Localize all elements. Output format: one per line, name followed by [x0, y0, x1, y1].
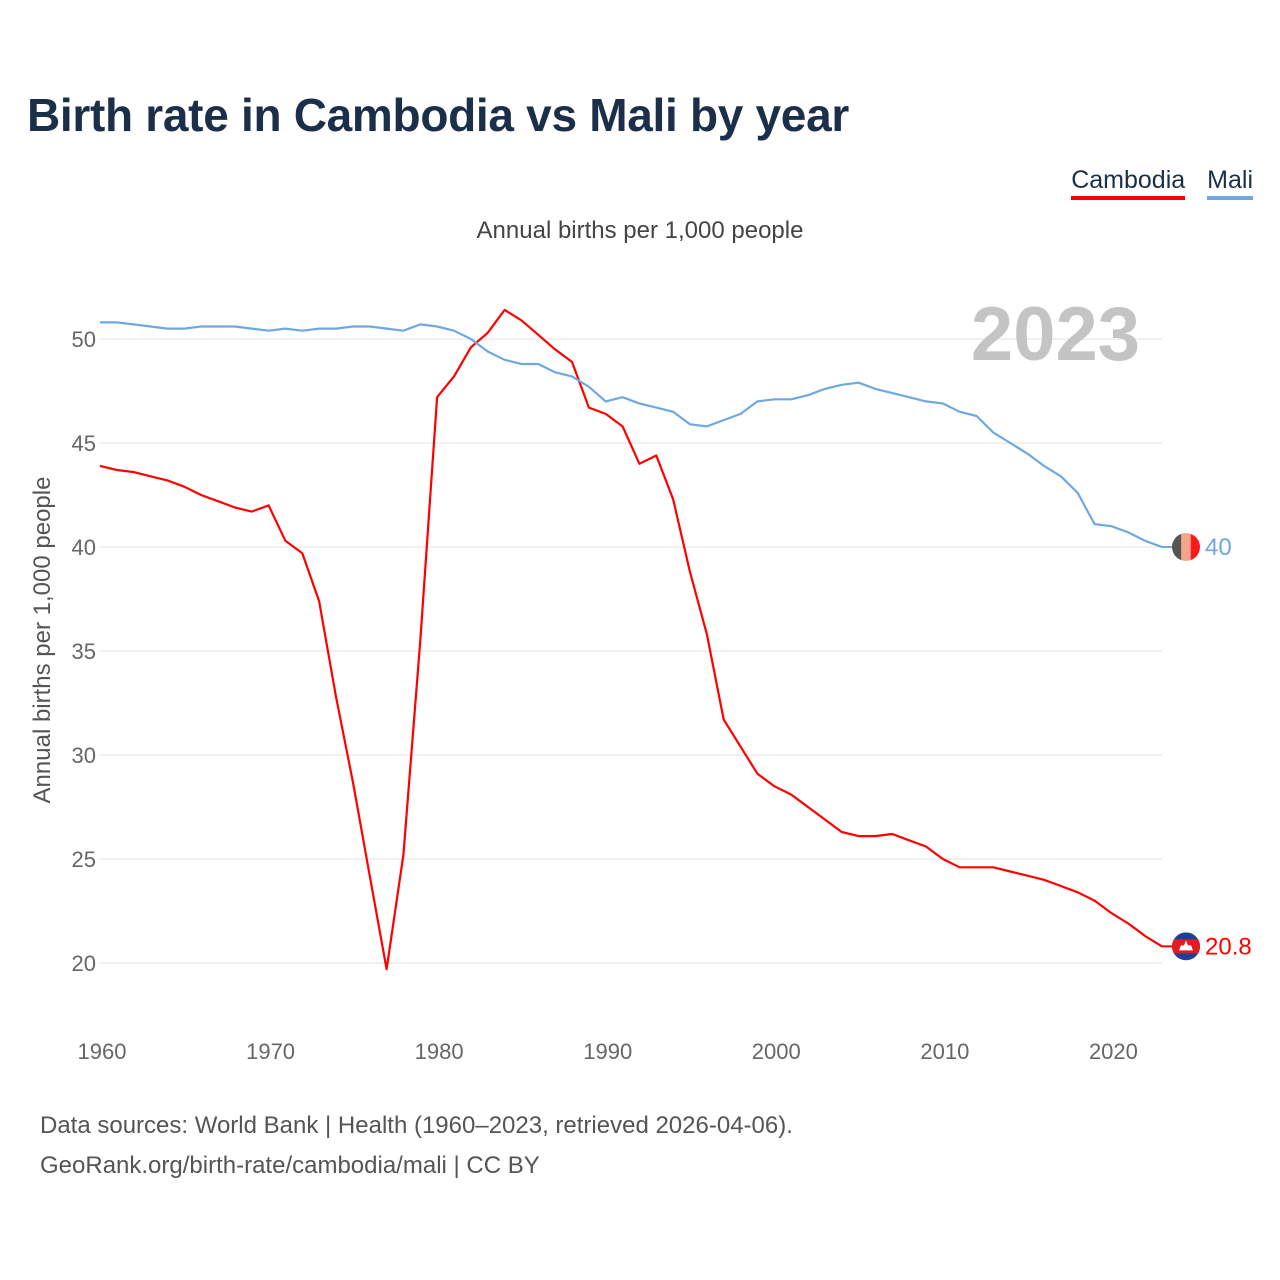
legend-item-mali[interactable]: Mali: [1207, 166, 1253, 200]
y-tick-label: 50: [72, 327, 96, 352]
y-tick-label: 20: [72, 951, 96, 976]
legend: Cambodia Mali: [1071, 166, 1253, 200]
y-axis-ticks: 20 25 30 35 40 45 50: [72, 327, 96, 976]
year-watermark: 2023: [971, 292, 1140, 377]
legend-item-cambodia[interactable]: Cambodia: [1071, 166, 1186, 200]
end-value-label-cambodia: 20.8: [1205, 933, 1252, 960]
x-tick-label: 1980: [415, 1039, 464, 1064]
footer-sources: Data sources: World Bank | Health (1960–…: [40, 1112, 793, 1139]
x-tick-label: 1960: [78, 1039, 127, 1064]
x-tick-label: 1970: [246, 1039, 295, 1064]
x-tick-label: 2020: [1089, 1039, 1138, 1064]
series-line-mali[interactable]: [100, 321, 1163, 549]
cambodia-flag-icon: [1172, 932, 1200, 961]
end-markers: 20.8 40: [1162, 533, 1252, 961]
y-axis-label: Annual births per 1,000 people: [29, 477, 56, 804]
series-lines: [99, 308, 1163, 971]
y-tick-label: 35: [72, 639, 96, 664]
y-tick-label: 40: [72, 535, 96, 560]
x-tick-label: 2010: [920, 1039, 969, 1064]
footer-url[interactable]: GeoRank.org/birth-rate/cambodia/mali | C…: [40, 1152, 540, 1179]
end-value-label-mali: 40: [1205, 534, 1232, 561]
mali-flag-icon: [1172, 533, 1200, 561]
y-tick-label: 30: [72, 743, 96, 768]
chart-subtitle: Annual births per 1,000 people: [476, 217, 804, 244]
x-tick-label: 2000: [752, 1039, 801, 1064]
x-tick-label: 1990: [583, 1039, 632, 1064]
y-tick-label: 45: [72, 431, 96, 456]
x-axis-ticks: 1960 1970 1980 1990 2000 2010 2020: [78, 1039, 1138, 1064]
y-tick-label: 25: [72, 847, 96, 872]
chart-title: Birth rate in Cambodia vs Mali by year: [27, 89, 849, 141]
footer: Data sources: World Bank | Health (1960–…: [40, 1106, 793, 1186]
series-line-cambodia[interactable]: [99, 308, 1163, 971]
